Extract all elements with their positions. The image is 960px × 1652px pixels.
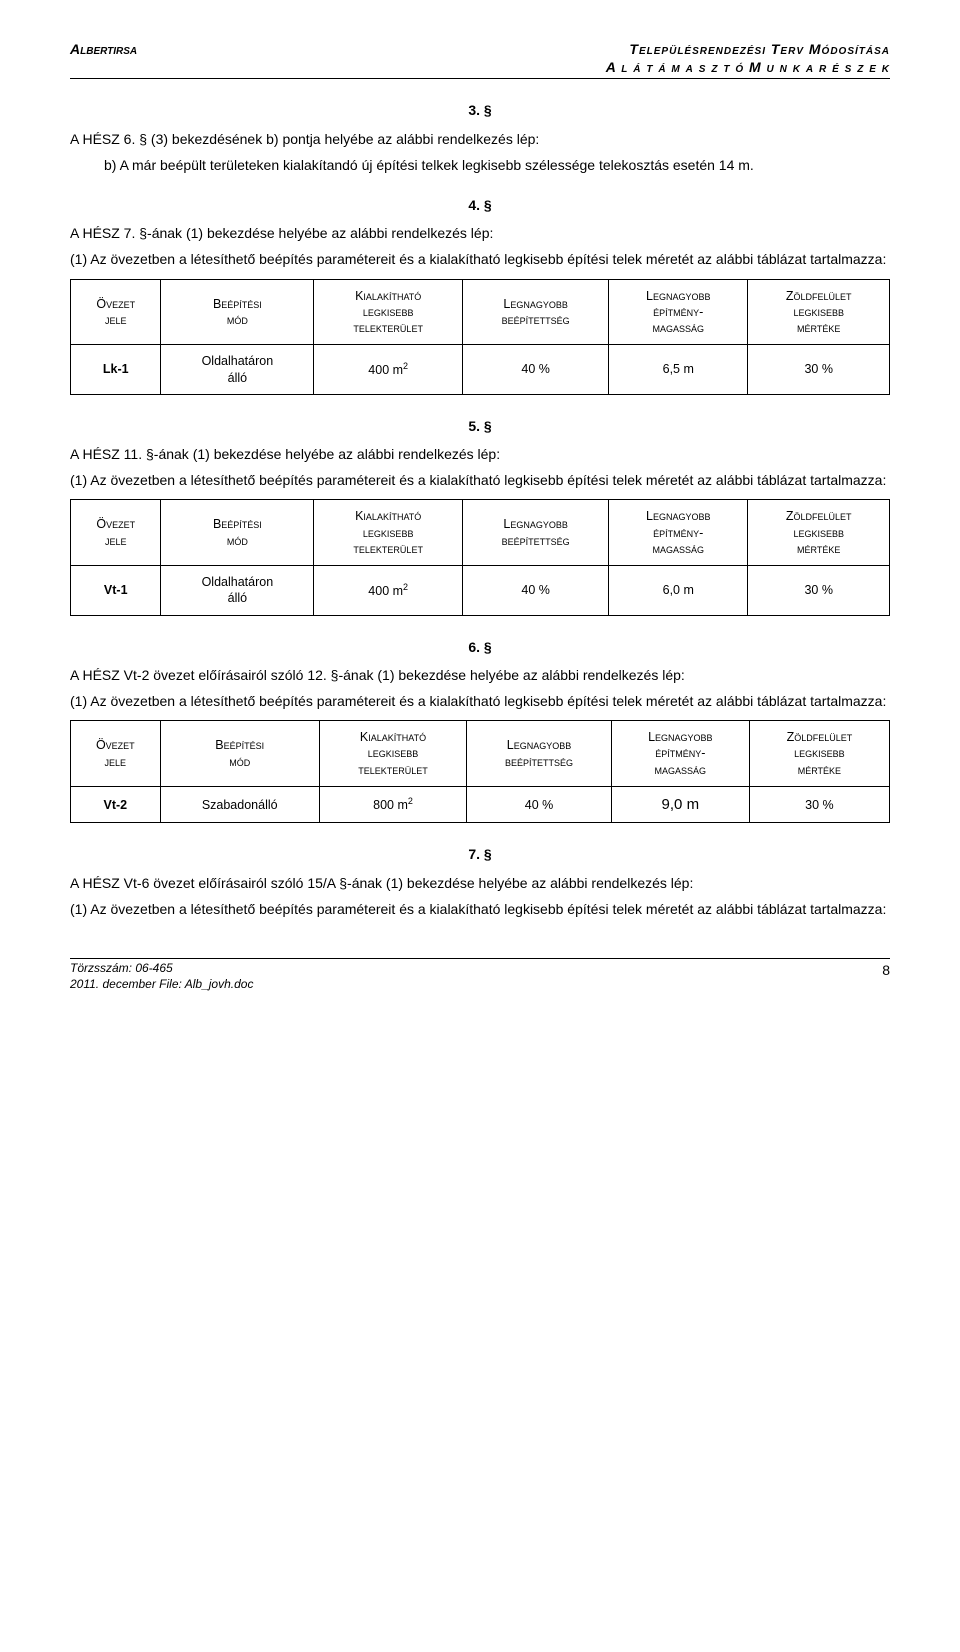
th-zoldfelulet: Zöldfelület legkisebb mértéke <box>748 279 890 345</box>
section-5-para: (1) Az övezetben a létesíthető beépítés … <box>70 471 890 489</box>
td-beep: 40 % <box>463 345 609 395</box>
table-row: Lk-1 Oldalhatáron álló 400 m2 40 % 6,5 m… <box>71 345 890 395</box>
th-zoldfelulet: Zöldfelület legkisebb mértéke <box>748 500 890 566</box>
th-ovezet: Övezet jele <box>71 721 161 787</box>
th-kialakithato: Kialakítható legkisebb telekterület <box>314 500 463 566</box>
th-ovezet: Övezet jele <box>71 279 161 345</box>
section-3-num: 3. § <box>70 101 890 119</box>
td-beep: 40 % <box>467 786 612 823</box>
td-ovezet: Vt-2 <box>71 786 161 823</box>
table-header-row: Övezet jele Beépítési mód Kialakítható l… <box>71 500 890 566</box>
header-left: Albertirsa <box>70 40 137 76</box>
td-ovezet: Vt-1 <box>71 566 161 616</box>
section-6-intro: A HÉSZ Vt-2 övezet előírásairól szóló 12… <box>70 666 890 684</box>
td-mag: 9,0 m <box>611 786 749 823</box>
th-legnagyobb-epit: Legnagyobb építmény- magasság <box>609 500 748 566</box>
footer-torzsszam: Törzsszám: 06-465 <box>70 961 253 977</box>
table-vt2: Övezet jele Beépítési mód Kialakítható l… <box>70 720 890 823</box>
th-legnagyobb-epit: Legnagyobb építmény- magasság <box>611 721 749 787</box>
th-beepitesi: Beépítési mód <box>160 721 319 787</box>
section-6-para: (1) Az övezetben a létesíthető beépítés … <box>70 692 890 710</box>
td-telek: 400 m2 <box>314 345 463 395</box>
td-zold: 30 % <box>749 786 889 823</box>
th-beepitesi: Beépítési mód <box>161 500 314 566</box>
section-5-intro: A HÉSZ 11. §-ának (1) bekezdése helyébe … <box>70 445 890 463</box>
td-zold: 30 % <box>748 345 890 395</box>
td-zold: 30 % <box>748 566 890 616</box>
section-5-num: 5. § <box>70 417 890 435</box>
td-ovezet: Lk-1 <box>71 345 161 395</box>
section-7-intro: A HÉSZ Vt-6 övezet előírásairól szóló 15… <box>70 874 890 892</box>
th-zoldfelulet: Zöldfelület legkisebb mértéke <box>749 721 889 787</box>
td-beep: 40 % <box>463 566 609 616</box>
page-footer: Törzsszám: 06-465 2011. december File: A… <box>70 958 890 992</box>
th-legnagyobb-beep: Legnagyobb beépítettség <box>463 500 609 566</box>
table-header-row: Övezet jele Beépítési mód Kialakítható l… <box>71 721 890 787</box>
table-row: Vt-1 Oldalhatáron álló 400 m2 40 % 6,0 m… <box>71 566 890 616</box>
th-kialakithato: Kialakítható legkisebb telekterület <box>314 279 463 345</box>
header-right-2: A l á t á m a s z t ó M u n k a r é s z … <box>606 58 890 76</box>
td-telek: 400 m2 <box>314 566 463 616</box>
section-7-para: (1) Az övezetben a létesíthető beépítés … <box>70 900 890 918</box>
section-4-num: 4. § <box>70 196 890 214</box>
header-right-1: Településrendezési Terv Módosítása <box>606 40 890 58</box>
th-kialakithato: Kialakítható legkisebb telekterület <box>319 721 466 787</box>
section-3-sub: b) A már beépült területeken kialakítand… <box>104 156 890 174</box>
td-mag: 6,5 m <box>609 345 748 395</box>
td-mod: Oldalhatáron álló <box>161 566 314 616</box>
table-vt1: Övezet jele Beépítési mód Kialakítható l… <box>70 499 890 615</box>
footer-file: 2011. december File: Alb_jovh.doc <box>70 977 253 993</box>
td-mod: Oldalhatáron álló <box>161 345 314 395</box>
th-legnagyobb-beep: Legnagyobb beépítettség <box>463 279 609 345</box>
section-6-num: 6. § <box>70 638 890 656</box>
th-ovezet: Övezet jele <box>71 500 161 566</box>
td-mod: Szabadonálló <box>160 786 319 823</box>
section-3-intro: A HÉSZ 6. § (3) bekezdésének b) pontja h… <box>70 130 890 148</box>
th-beepitesi: Beépítési mód <box>161 279 314 345</box>
td-mag: 6,0 m <box>609 566 748 616</box>
section-7-num: 7. § <box>70 845 890 863</box>
header-right: Településrendezési Terv Módosítása A l á… <box>606 40 890 76</box>
section-4-para: (1) Az övezetben a létesíthető beépítés … <box>70 250 890 268</box>
section-4-intro: A HÉSZ 7. §-ának (1) bekezdése helyébe a… <box>70 224 890 242</box>
table-row: Vt-2 Szabadonálló 800 m2 40 % 9,0 m 30 % <box>71 786 890 823</box>
table-lk1: Övezet jele Beépítési mód Kialakítható l… <box>70 279 890 395</box>
th-legnagyobb-epit: Legnagyobb építmény- magasság <box>609 279 748 345</box>
table-header-row: Övezet jele Beépítési mód Kialakítható l… <box>71 279 890 345</box>
td-telek: 800 m2 <box>319 786 466 823</box>
footer-page: 8 <box>882 961 890 992</box>
th-legnagyobb-beep: Legnagyobb beépítettség <box>467 721 612 787</box>
footer-left: Törzsszám: 06-465 2011. december File: A… <box>70 961 253 992</box>
page-header: Albertirsa Településrendezési Terv Módos… <box>70 40 890 79</box>
